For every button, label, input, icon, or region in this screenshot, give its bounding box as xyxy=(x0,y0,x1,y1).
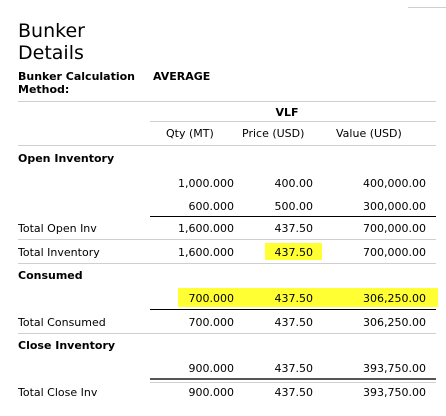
total-inventory-price: 437.50 xyxy=(274,246,314,259)
total-close-value: 393,750.00 xyxy=(363,386,426,399)
close1-qty: 900.000 xyxy=(188,362,235,375)
calculation-method-label-line2: Method: xyxy=(18,83,70,96)
open2-price: 500.00 xyxy=(274,200,314,213)
section-consumed: Consumed xyxy=(18,269,83,282)
close-subtotal-second-rule xyxy=(150,382,436,383)
total-consumed-value: 306,250.00 xyxy=(363,316,426,329)
section-open-inventory: Open Inventory xyxy=(18,152,115,165)
close1-price: 437.50 xyxy=(274,362,314,375)
open-subtotal-rule xyxy=(150,216,436,217)
qty-column-header: Qty (MT) xyxy=(166,127,214,140)
open2-value: 300,000.00 xyxy=(363,200,426,213)
total-open-value: 700,000.00 xyxy=(363,222,426,235)
open1-qty: 1,000.000 xyxy=(178,177,234,190)
total-consumed-qty: 700.000 xyxy=(188,316,235,329)
open1-price: 400.00 xyxy=(274,177,314,190)
total-consumed-price: 437.50 xyxy=(274,316,314,329)
close-subtotal-double-rule xyxy=(150,378,436,380)
close1-value: 393,750.00 xyxy=(363,362,426,375)
calculation-method-label-line1: Bunker Calculation xyxy=(18,70,136,83)
value-column-header: Value (USD) xyxy=(336,127,402,140)
total-open-price: 437.50 xyxy=(274,222,314,235)
total-open-qty: 1,600.000 xyxy=(178,222,234,235)
column-header-divider xyxy=(18,145,436,146)
total-inventory-label: Total Inventory xyxy=(18,246,100,259)
open2-qty: 600.000 xyxy=(188,200,235,213)
total-inventory-price-highlight xyxy=(265,243,322,260)
total-open-divider xyxy=(18,239,436,240)
fuel-type-header: VLF xyxy=(275,106,299,119)
header-divider xyxy=(18,101,436,102)
total-consumed-divider xyxy=(18,333,436,334)
page-title-line1: Bunker xyxy=(18,20,85,42)
consumed1-price: 437.50 xyxy=(274,292,314,305)
price-column-header: Price (USD) xyxy=(242,127,305,140)
page-title: Bunker Details xyxy=(18,20,85,64)
open1-value: 400,000.00 xyxy=(363,177,426,190)
total-close-qty: 900.000 xyxy=(188,386,235,399)
total-close-price: 437.50 xyxy=(274,386,314,399)
total-close-label: Total Close Inv xyxy=(18,386,98,399)
consumed1-value: 306,250.00 xyxy=(363,292,426,305)
consumed1-qty: 700.000 xyxy=(188,292,235,305)
consumed-subtotal-rule xyxy=(150,309,436,310)
fuel-header-divider xyxy=(150,121,436,122)
calculation-method-label: Bunker Calculation Method: xyxy=(18,70,135,96)
total-open-label: Total Open Inv xyxy=(18,222,97,235)
total-inventory-divider xyxy=(18,263,436,264)
total-consumed-label: Total Consumed xyxy=(18,316,106,329)
section-close-inventory: Close Inventory xyxy=(18,339,116,352)
total-inventory-qty: 1,600.000 xyxy=(178,246,234,259)
consumed-row-highlight xyxy=(178,288,438,307)
total-inventory-value: 700,000.00 xyxy=(363,246,426,259)
top-corner-rule xyxy=(408,7,446,8)
page-title-line2: Details xyxy=(18,42,84,64)
calculation-method-value: AVERAGE xyxy=(153,70,211,83)
